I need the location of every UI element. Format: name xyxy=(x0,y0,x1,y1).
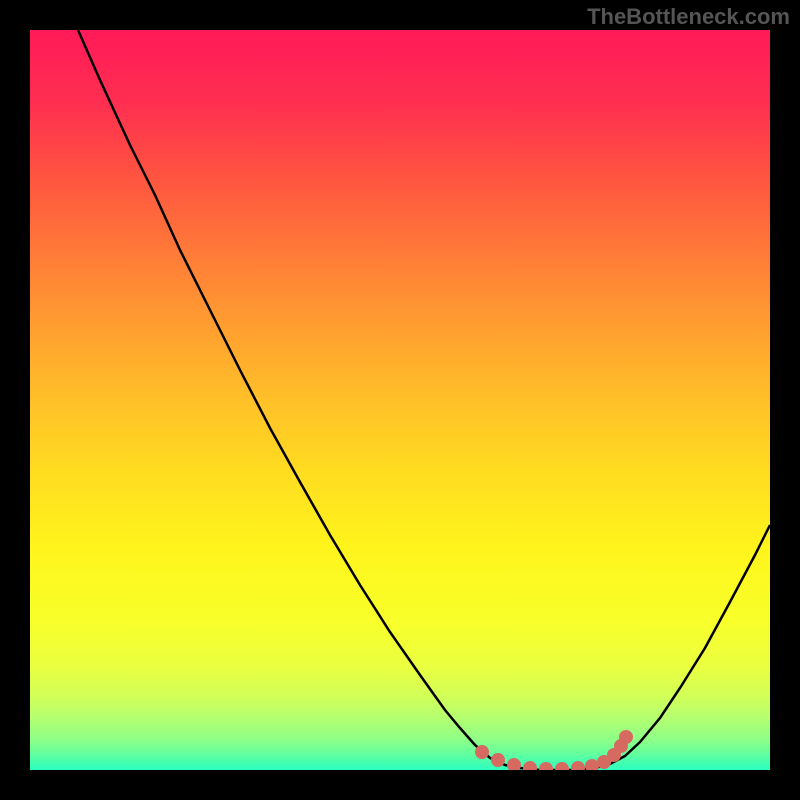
bottleneck-curve xyxy=(78,30,770,770)
highlight-valley-band xyxy=(475,730,633,770)
chart-plot-area xyxy=(30,30,770,770)
watermark-text: TheBottleneck.com xyxy=(587,4,790,30)
chart-svg-layer xyxy=(30,30,770,770)
